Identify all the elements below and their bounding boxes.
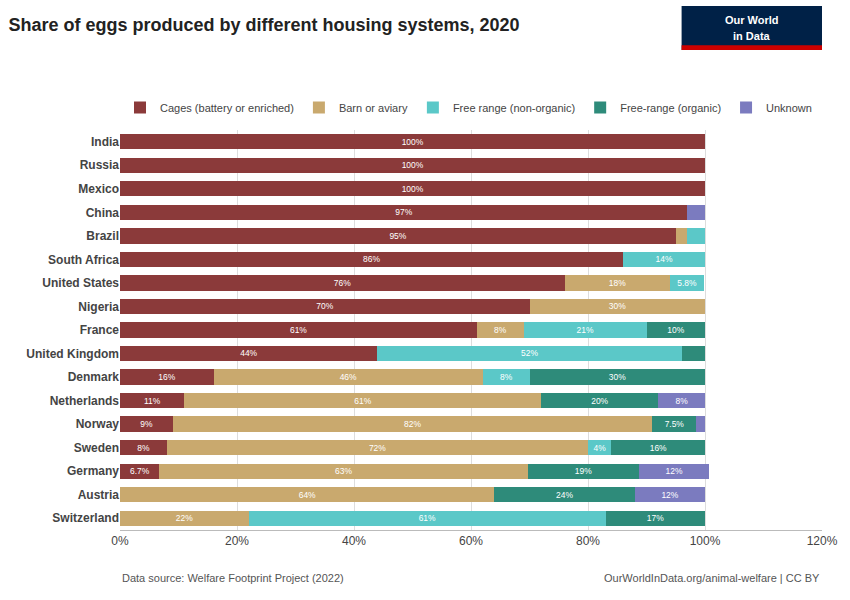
svg-text:17%: 17% xyxy=(647,513,664,523)
svg-text:11%: 11% xyxy=(144,396,161,406)
svg-text:61%: 61% xyxy=(290,325,307,335)
svg-text:19%: 19% xyxy=(575,466,592,476)
svg-text:16%: 16% xyxy=(650,443,667,453)
svg-text:16%: 16% xyxy=(158,372,175,382)
svg-text:Russia: Russia xyxy=(80,158,120,172)
svg-text:14%: 14% xyxy=(656,254,673,264)
svg-text:10%: 10% xyxy=(667,325,684,335)
svg-text:Brazil: Brazil xyxy=(86,229,119,243)
svg-text:30%: 30% xyxy=(609,301,626,311)
svg-text:in Data: in Data xyxy=(733,30,771,42)
svg-text:Netherlands: Netherlands xyxy=(50,394,120,408)
svg-text:100%: 100% xyxy=(402,160,424,170)
svg-text:8%: 8% xyxy=(500,372,513,382)
svg-text:70%: 70% xyxy=(316,301,333,311)
svg-text:97%: 97% xyxy=(395,207,412,217)
svg-text:Switzerland: Switzerland xyxy=(52,511,119,525)
svg-text:9%: 9% xyxy=(140,419,153,429)
svg-text:80%: 80% xyxy=(576,534,600,548)
svg-text:Data source: Welfare Footprint: Data source: Welfare Footprint Project (… xyxy=(122,572,344,584)
svg-text:Cages (battery or enriched): Cages (battery or enriched) xyxy=(160,102,294,114)
svg-text:100%: 100% xyxy=(690,534,721,548)
svg-text:0%: 0% xyxy=(111,534,129,548)
svg-text:Mexico: Mexico xyxy=(78,182,119,196)
svg-text:21%: 21% xyxy=(577,325,594,335)
svg-text:120%: 120% xyxy=(807,534,838,548)
svg-text:8%: 8% xyxy=(494,325,507,335)
svg-text:24%: 24% xyxy=(556,490,573,500)
svg-text:76%: 76% xyxy=(334,278,351,288)
svg-text:Sweden: Sweden xyxy=(74,441,119,455)
svg-text:7.5%: 7.5% xyxy=(665,419,685,429)
svg-text:46%: 46% xyxy=(340,372,357,382)
svg-text:18%: 18% xyxy=(609,278,626,288)
svg-text:Austria: Austria xyxy=(78,488,120,502)
svg-text:64%: 64% xyxy=(299,490,316,500)
svg-text:44%: 44% xyxy=(240,348,257,358)
svg-text:China: China xyxy=(86,206,120,220)
svg-text:Free-range (organic): Free-range (organic) xyxy=(620,102,721,114)
svg-text:72%: 72% xyxy=(369,443,386,453)
svg-text:Share of eggs produced by diff: Share of eggs produced by different hous… xyxy=(9,15,520,35)
svg-text:100%: 100% xyxy=(402,184,424,194)
svg-text:Our World: Our World xyxy=(725,14,779,26)
svg-text:40%: 40% xyxy=(342,534,366,548)
svg-text:8%: 8% xyxy=(137,443,150,453)
svg-text:South Africa: South Africa xyxy=(48,253,119,267)
svg-text:France: France xyxy=(80,323,120,337)
svg-text:OurWorldInData.org/animal-welf: OurWorldInData.org/animal-welfare | CC B… xyxy=(604,572,820,584)
svg-text:30%: 30% xyxy=(609,372,626,382)
svg-text:5.8%: 5.8% xyxy=(677,278,697,288)
svg-text:Free range (non-organic): Free range (non-organic) xyxy=(453,102,575,114)
svg-text:86%: 86% xyxy=(363,254,380,264)
svg-text:61%: 61% xyxy=(354,396,371,406)
svg-text:Barn or aviary: Barn or aviary xyxy=(339,102,408,114)
svg-text:22%: 22% xyxy=(176,513,193,523)
svg-text:Germany: Germany xyxy=(67,464,119,478)
svg-text:52%: 52% xyxy=(521,348,538,358)
svg-text:82%: 82% xyxy=(404,419,421,429)
svg-text:12%: 12% xyxy=(666,466,683,476)
svg-text:12%: 12% xyxy=(661,490,678,500)
svg-text:63%: 63% xyxy=(335,466,352,476)
svg-text:100%: 100% xyxy=(402,137,424,147)
svg-text:India: India xyxy=(91,135,119,149)
svg-text:6.7%: 6.7% xyxy=(130,466,150,476)
svg-text:United Kingdom: United Kingdom xyxy=(26,347,119,361)
svg-text:8%: 8% xyxy=(675,396,688,406)
svg-text:61%: 61% xyxy=(419,513,436,523)
svg-text:Denmark: Denmark xyxy=(68,370,120,384)
svg-text:20%: 20% xyxy=(225,534,249,548)
svg-text:Nigeria: Nigeria xyxy=(78,300,119,314)
svg-text:60%: 60% xyxy=(459,534,483,548)
svg-text:4%: 4% xyxy=(594,443,607,453)
svg-text:United States: United States xyxy=(42,276,119,290)
svg-text:Unknown: Unknown xyxy=(766,102,812,114)
svg-text:20%: 20% xyxy=(591,396,608,406)
svg-text:Norway: Norway xyxy=(76,417,120,431)
svg-text:95%: 95% xyxy=(389,231,406,241)
